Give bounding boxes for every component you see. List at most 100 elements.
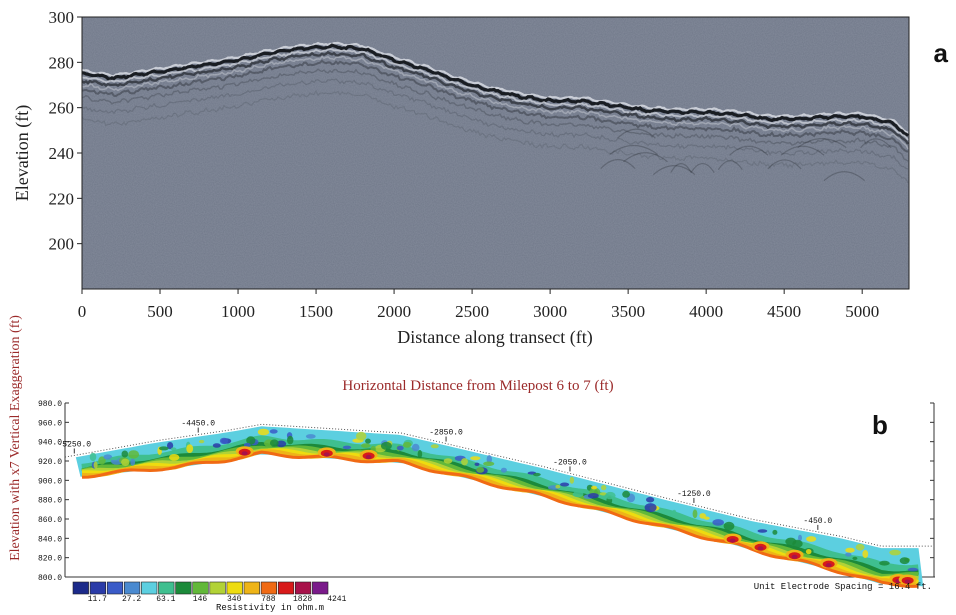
y-tick-label: 960.0 <box>38 419 62 428</box>
y-tick-label: 900.0 <box>38 477 62 486</box>
resistivity-anomaly <box>396 445 404 451</box>
diffraction-hyperbola <box>729 145 769 156</box>
resistivity-anomaly <box>269 429 278 434</box>
diffraction-hyperbola <box>690 162 715 173</box>
resistivity-anomaly <box>169 454 180 461</box>
resistivity-band <box>81 450 919 588</box>
colorbar-swatch <box>277 581 295 595</box>
resistivity-x-tick-labels: -5250.0 -4450.0 -2850.0 -2050.0 -1250.0 -450.… <box>57 420 832 530</box>
reflector-band <box>82 89 909 184</box>
colorbar-label: 27.2 <box>122 595 141 604</box>
resistivity-anomaly <box>572 491 584 498</box>
high-resistivity-anomaly <box>751 541 770 552</box>
x-tick-label: -2050.0 <box>553 458 587 467</box>
resistivity-anomaly <box>470 456 481 461</box>
colorbar-label: 63.1 <box>156 595 175 604</box>
high-resistivity-anomaly <box>317 447 336 458</box>
resistivity-anomaly <box>805 549 812 555</box>
diffraction-hyperbola <box>609 144 659 155</box>
resistivity-anomaly <box>430 444 439 449</box>
resistivity-anomaly <box>879 560 890 566</box>
colorbar-swatch <box>192 581 209 595</box>
colorbar-swatch <box>260 581 278 595</box>
resistivity-anomaly <box>443 458 453 464</box>
resistivity-anomaly <box>130 458 136 466</box>
x-tick-label: 3500 <box>611 302 645 321</box>
resistivity-anomaly <box>723 521 735 531</box>
resistivity-anomaly <box>93 461 98 469</box>
resistivity-band <box>81 448 919 584</box>
resistivity-anomaly <box>89 452 97 462</box>
resistivity-anomaly <box>243 442 251 448</box>
panel-a: 200 220 240 260 280 300 0 500 1000 1500 2000 2500 3… <box>12 8 949 348</box>
reflector-band <box>82 48 909 141</box>
diffraction-hyperbola <box>780 145 825 156</box>
resistivity-anomaly <box>646 496 655 503</box>
colorbar-swatch <box>124 581 141 595</box>
resistivity-anomaly <box>121 458 130 466</box>
resistivity-anomaly <box>757 529 768 533</box>
high-resistivity-anomaly <box>898 574 917 585</box>
resistivity-anomaly <box>792 539 803 548</box>
x-tick-label: 0 <box>78 302 87 321</box>
resistivity-anomaly <box>889 549 901 556</box>
y-axis-ticks: 200 220 240 260 280 300 <box>49 8 82 254</box>
reflector-band <box>82 50 909 145</box>
resistivity-anomaly <box>158 446 169 451</box>
resistivity-anomaly <box>587 493 599 499</box>
electrode-spacing-note: Unit Electrode Spacing = 16.4 ft. <box>754 582 932 592</box>
gpr-reflectors <box>82 41 909 184</box>
resistivity-axes <box>64 403 935 578</box>
resistivity-anomaly <box>644 503 657 513</box>
x-tick-label: 1500 <box>299 302 333 321</box>
resistivity-anomaly <box>555 484 561 489</box>
x-tick-label: 5000 <box>845 302 879 321</box>
diffraction-hyperbola <box>623 152 668 163</box>
high-resistivity-anomaly <box>723 533 742 544</box>
y-tick-label: 280 <box>49 53 75 72</box>
colorbar-swatch <box>294 581 312 595</box>
resistivity-anomaly <box>246 436 256 445</box>
x-tick-label: -450.0 <box>803 517 832 526</box>
resistivity-colorbar: 11.7 27.2 63.1 146 340 788 1828 4241 <box>72 581 347 604</box>
resistivity-anomaly <box>198 439 205 444</box>
resistivity-anomaly <box>103 454 113 460</box>
panel-a-label: a <box>934 38 949 68</box>
resistivity-y-ticks: 800.0 820.0 840.0 860.0 880.0 900.0 920.0 940.0… <box>38 400 934 583</box>
x-axis-label: Distance along transect (ft) <box>397 327 592 348</box>
resistivity-anomaly <box>402 441 412 448</box>
y-tick-label: 860.0 <box>38 516 62 525</box>
resistivity-anomaly <box>257 428 270 436</box>
x-tick-label: 2000 <box>377 302 411 321</box>
panel-b-title: Horizontal Distance from Milepost 6 to 7… <box>342 378 613 394</box>
x-tick-label: -2850.0 <box>429 429 463 438</box>
diffraction-hyperbola <box>717 160 743 171</box>
resistivity-anomaly <box>287 435 294 445</box>
resistivity-anomaly <box>474 462 480 466</box>
reflector-band <box>82 43 909 137</box>
high-resistivity-anomaly <box>819 558 838 569</box>
x-tick-label: 4500 <box>767 302 801 321</box>
resistivity-anomaly <box>899 557 910 565</box>
x-tick-label: -1250.0 <box>677 490 711 499</box>
colorbar-label: 4241 <box>327 595 346 604</box>
x-tick-label: 500 <box>147 302 173 321</box>
resistivity-anomaly <box>361 443 371 448</box>
resistivity-anomaly <box>672 509 677 516</box>
colorbar-swatch <box>106 581 124 595</box>
resistivity-anomaly <box>128 450 140 459</box>
high-resistivity-anomaly <box>359 449 378 460</box>
y-tick-label: 980.0 <box>38 400 62 409</box>
reflector-band <box>82 78 909 170</box>
x-tick-label: 2500 <box>455 302 489 321</box>
y-axis-label: Elevation (ft) <box>12 105 33 201</box>
resistivity-anomaly <box>167 442 174 450</box>
y-tick-label: 220 <box>49 189 75 208</box>
colorbar-swatch <box>226 581 243 595</box>
resistivity-anomaly <box>121 450 129 458</box>
x-axis-ticks: 0 500 1000 1500 2000 2500 3000 3500 4000 4500 5000 <box>78 289 879 321</box>
resistivity-anomaly <box>599 492 607 496</box>
colorbar-label: 146 <box>193 595 208 604</box>
colorbar-swatch <box>175 581 192 595</box>
